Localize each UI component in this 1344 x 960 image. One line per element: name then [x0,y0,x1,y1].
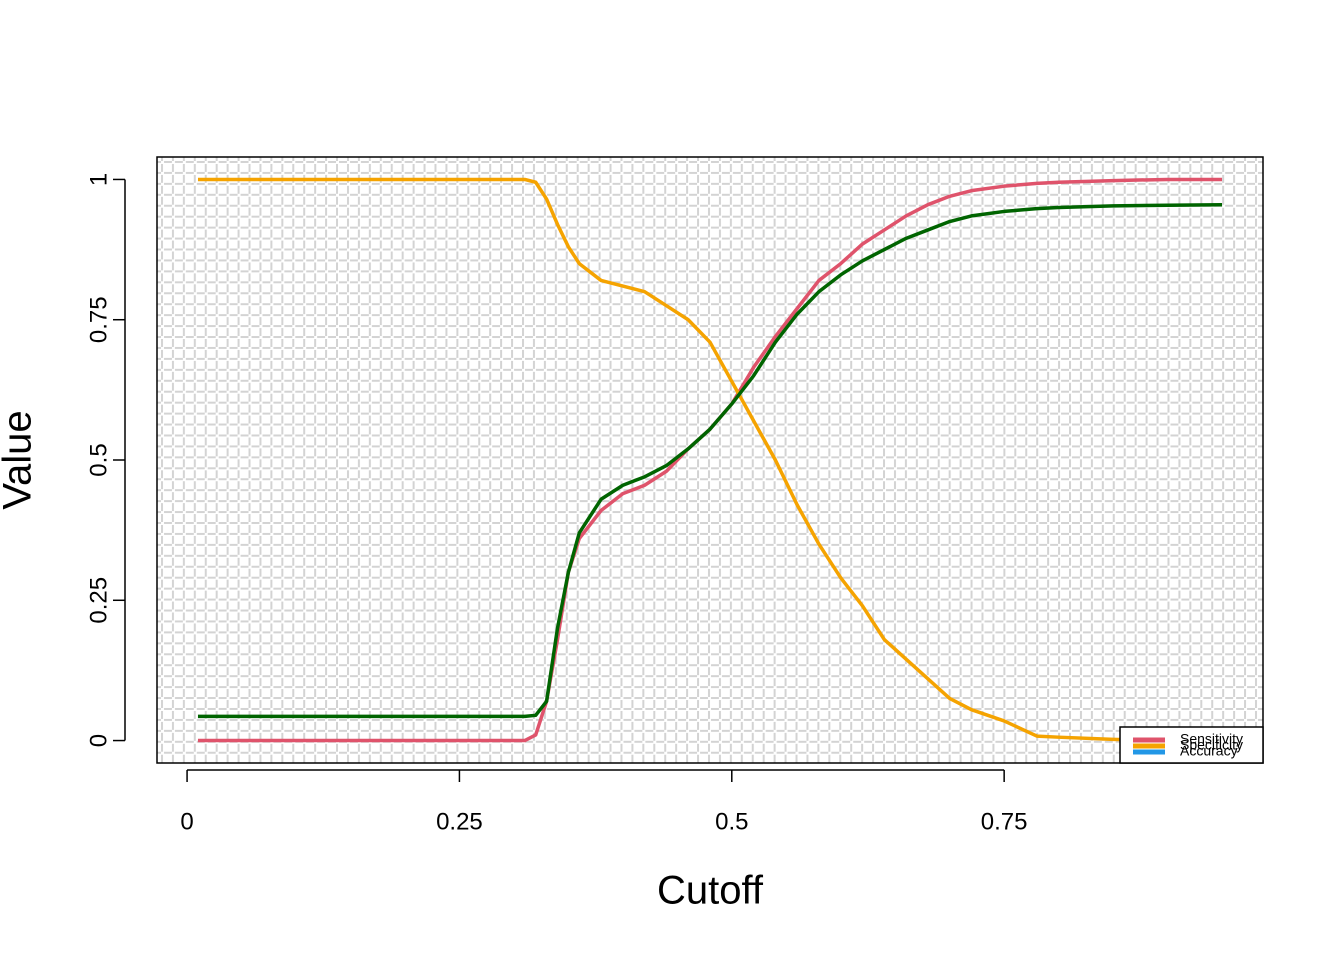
plot-frame [156,156,1264,764]
y-tick-label: 0.75 [85,296,112,343]
y-tick-label: 1 [85,173,112,186]
y-axis-title: Value [0,410,40,509]
grid-texture [157,157,1263,763]
x-axis-title: Cutoff [657,869,764,913]
series-line [197,177,1223,743]
x-tick-label: 0.5 [715,808,748,835]
x-tick-label: 0.75 [981,808,1028,835]
x-tick-label: 0.25 [436,808,483,835]
series-line [197,202,1223,719]
y-tick-label: 0.25 [85,577,112,624]
x-tick-label: 0 [180,808,193,835]
legend-label: Sensitivity [1180,731,1243,747]
y-tick-label: 0 [85,734,112,747]
y-tick-label: 0.5 [85,443,112,476]
legend-label: Accuracy [1180,743,1238,759]
legend-label: Specificity [1180,737,1243,753]
